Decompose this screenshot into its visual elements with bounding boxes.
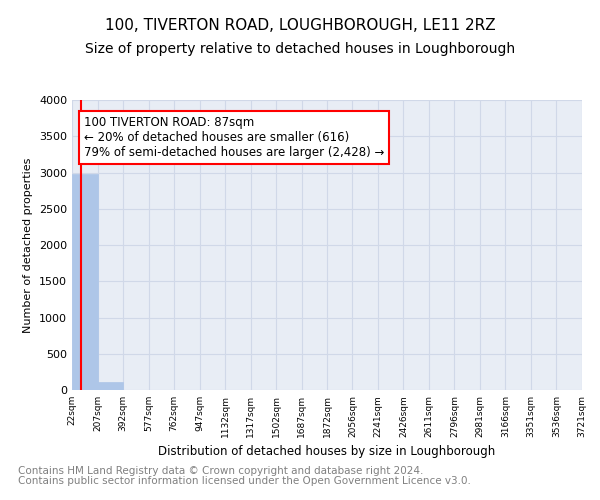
Text: 100 TIVERTON ROAD: 87sqm
← 20% of detached houses are smaller (616)
79% of semi-: 100 TIVERTON ROAD: 87sqm ← 20% of detach… xyxy=(84,116,384,159)
Bar xyxy=(98,382,123,390)
Bar xyxy=(72,174,98,390)
X-axis label: Distribution of detached houses by size in Loughborough: Distribution of detached houses by size … xyxy=(158,446,496,458)
Y-axis label: Number of detached properties: Number of detached properties xyxy=(23,158,34,332)
Text: Size of property relative to detached houses in Loughborough: Size of property relative to detached ho… xyxy=(85,42,515,56)
Text: Contains HM Land Registry data © Crown copyright and database right 2024.: Contains HM Land Registry data © Crown c… xyxy=(18,466,424,476)
Text: 100, TIVERTON ROAD, LOUGHBOROUGH, LE11 2RZ: 100, TIVERTON ROAD, LOUGHBOROUGH, LE11 2… xyxy=(104,18,496,32)
Text: Contains public sector information licensed under the Open Government Licence v3: Contains public sector information licen… xyxy=(18,476,471,486)
